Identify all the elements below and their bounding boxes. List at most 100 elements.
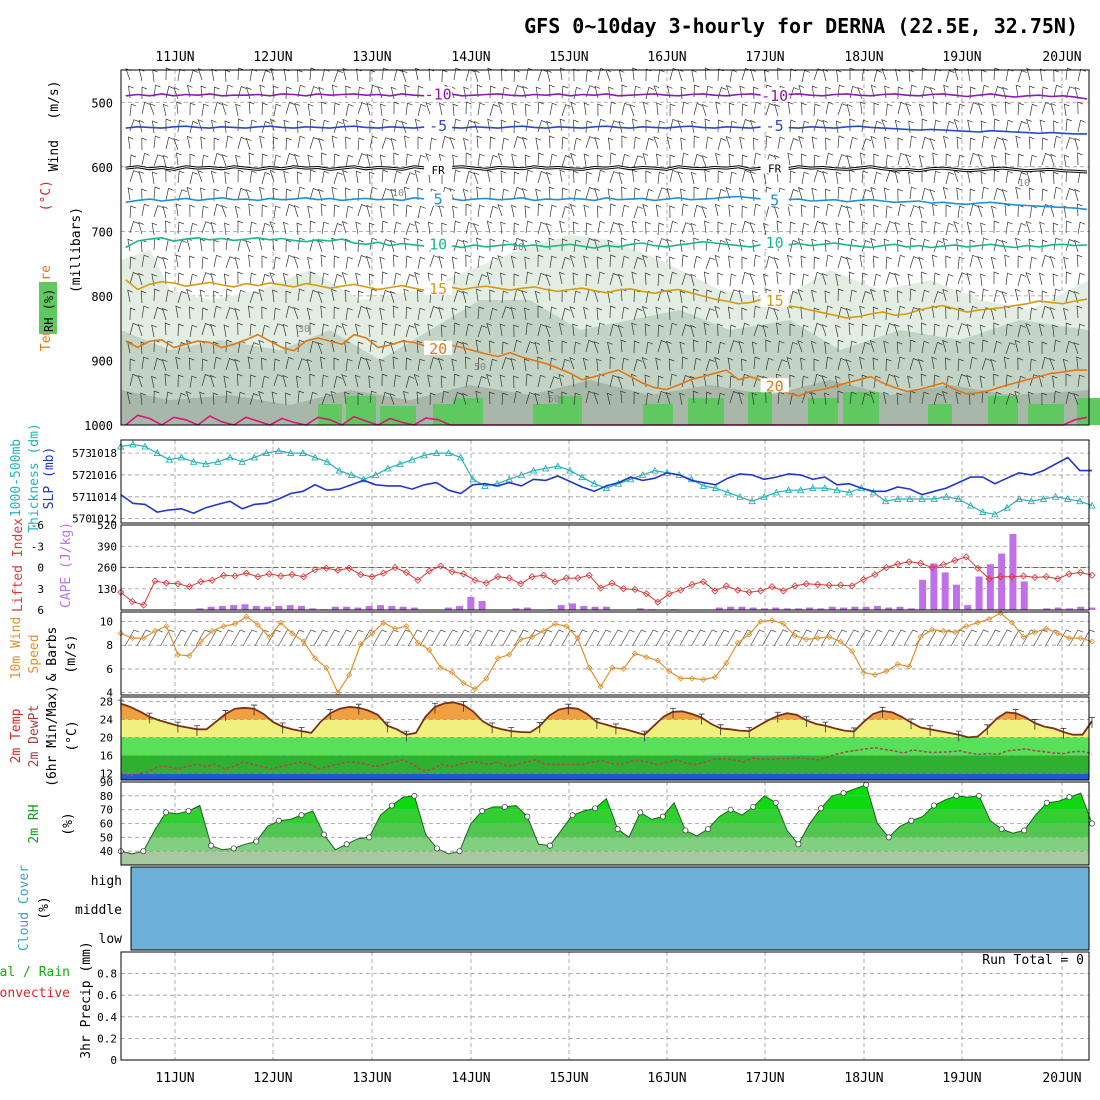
lifted-index-marker [928,563,936,572]
rh-90-area [318,404,342,425]
rh-marker [863,781,870,788]
wind-speed-marker [540,627,547,635]
cape-bar [275,605,283,610]
y-axis-label-precip: 3hr Precip (mm) [79,941,94,1058]
wind-speed-marker [471,686,479,693]
rh-marker [592,805,599,812]
thickness-marker [1076,497,1084,505]
thickness-slp-panel: 573 572 571 570 1018 1016 1014 1012 1000-500mb Th… [9,423,1096,533]
rh-marker [546,842,553,849]
y-tick-label: 80 [100,790,113,803]
cape-bar [907,608,915,610]
lifted-index-marker [220,571,228,579]
wind-speed-marker [963,623,970,630]
cape-bar [388,605,396,610]
cape-bar [297,605,305,610]
wind-speed-marker [974,619,981,626]
wind-speed-marker [1031,629,1038,636]
isotherm-label-bg [760,378,789,393]
lifted-index-marker [288,571,296,579]
minmax-bar [403,730,410,742]
rh-contour-label: 10 [1018,178,1030,189]
thickness-marker [189,457,198,465]
rh-marker [162,809,169,816]
lifted-index-marker [951,556,959,564]
isotherm-label-bg [760,87,789,102]
minmax-bar [489,722,496,734]
cape-bar [377,605,385,610]
lifted-index-marker [859,575,868,584]
cape-bar [1054,607,1062,610]
wind-speed-marker [1020,633,1027,640]
wind-speed-marker [380,619,387,626]
wind-speed-marker [780,620,787,627]
wind-speed-line [120,612,1093,694]
thickness-marker [1027,497,1036,505]
y-tick-label-right: 260 [97,562,117,575]
thickness-marker [1039,495,1048,502]
rh-marker [388,802,395,809]
cape-bar [896,606,904,610]
y-tick-label: 40 [100,845,113,858]
rh-90-area [380,406,416,425]
minmax-bar [565,703,572,715]
thickness-marker [201,460,210,467]
y-axis-label-thickness-unit: Thickness (dm) [27,423,42,533]
isotherm-label-bg [424,191,453,206]
rh-marker [727,806,734,813]
wind-speed-marker [357,640,364,648]
date-label-bottom: 15JUN [549,1071,588,1086]
wind-speed-marker [311,655,319,662]
wind-speed-marker [597,683,604,690]
slp-line [120,456,1092,515]
cape-bar [309,608,317,610]
cape-bar [1077,606,1085,610]
wind-speed-marker [689,675,696,682]
minmax-bar [955,730,962,742]
lifted-index-marker [917,559,925,567]
lifted-index-marker [597,584,605,592]
thickness-marker [177,453,186,461]
date-label-bottom: 19JUN [942,1071,981,1086]
lifted-index-marker [768,583,776,591]
panel-border [120,611,1090,696]
thickness-marker [250,453,259,461]
lifted-index-marker [162,579,171,587]
y-tick-label: 8 [106,639,113,652]
minmax-bar [222,710,229,721]
isotherm-label-bg [760,118,789,133]
cape-bar [749,607,757,610]
lifted-index-marker [322,564,331,572]
y-tick-label: 700 [91,225,113,239]
y-tick-label-left: 572 [72,469,92,482]
y-tick-label: 600 [91,161,113,175]
thickness-marker [1015,495,1023,502]
wind-speed-marker [529,633,536,640]
minmax-bar [327,709,334,720]
thickness-marker [845,488,853,496]
wind-speed-marker [860,669,867,676]
cape-bar [1065,608,1073,610]
rh-legend-swatch [39,282,57,334]
thickness-marker [129,440,137,448]
isotherm-label: -5 [429,117,447,135]
y-tick-label-right: 520 [97,519,117,532]
wind-speed-marker [563,623,570,630]
lifted-index-marker [539,571,548,579]
y-tick-label-left: 6 [37,604,44,617]
wind-barb-row [124,629,1095,647]
cape-bar [456,605,464,610]
rh-marker [908,817,915,824]
cape-bar [760,608,768,610]
minmax-bar [879,706,886,718]
y-axis-label-wind: 10m Wind [9,617,24,680]
bottom-date-labels: 11JUN 12JUN 13JUN 14JUN 15JUN 16JUN 17JUN 18JUN… [155,1071,1081,1086]
temp-band [121,755,1089,774]
wind-speed-marker [231,620,239,627]
rh-marker [1021,827,1028,834]
lifted-index-marker [734,586,742,594]
thickness-marker [1063,495,1072,502]
y-axis-label-thickness: 1000-500mb [9,439,24,517]
wind-speed-marker [654,657,661,664]
